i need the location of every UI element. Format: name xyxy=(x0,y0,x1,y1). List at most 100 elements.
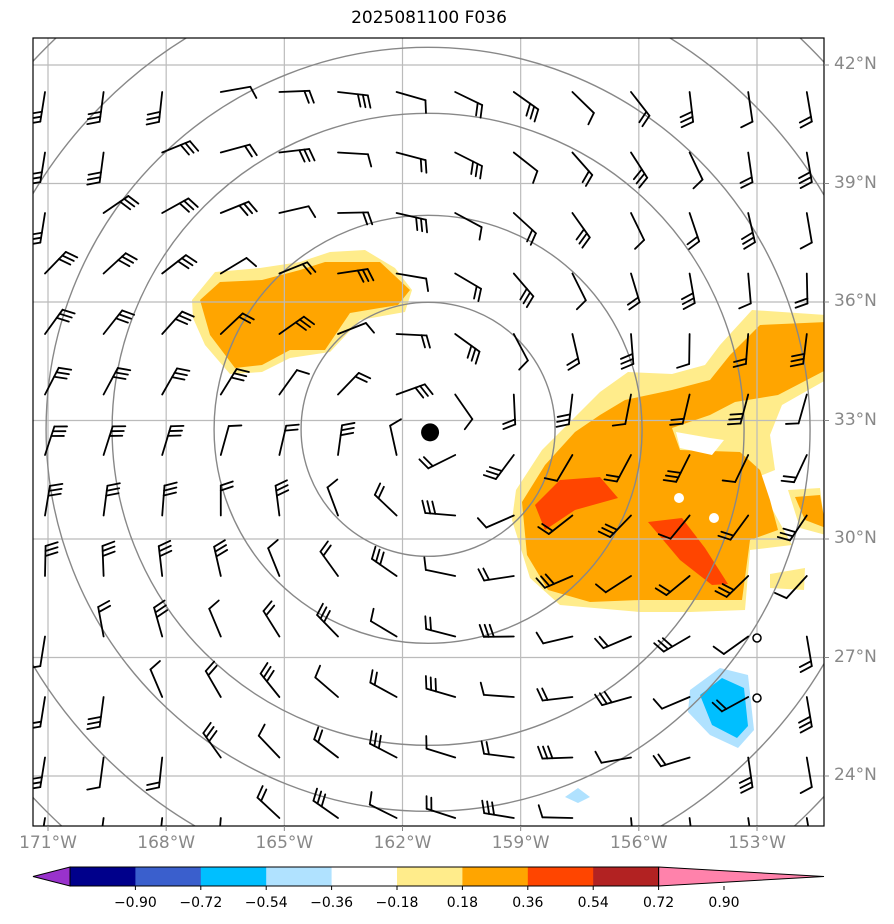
wind-barb xyxy=(620,333,635,370)
wind-barb xyxy=(425,735,457,759)
wind-barb xyxy=(219,85,258,99)
wind-barb xyxy=(219,200,258,217)
wind-barb xyxy=(747,817,751,826)
wind-barb xyxy=(537,804,574,819)
lat-label: 30°N xyxy=(834,528,877,548)
wind-barb xyxy=(314,664,339,698)
lat-label: 39°N xyxy=(834,172,877,193)
wind-barb xyxy=(454,272,482,303)
wind-barb xyxy=(86,756,105,791)
wind-barb xyxy=(33,635,46,669)
wind-barb xyxy=(714,575,750,598)
positive-anomaly-contours xyxy=(192,250,824,612)
colorbar-tick-label: −0.54 xyxy=(244,895,288,911)
lat-label: 24°N xyxy=(834,765,877,785)
wind-barb xyxy=(337,422,356,456)
colorbar-frame xyxy=(69,866,660,887)
wind-barb xyxy=(652,696,691,710)
wind-barb xyxy=(145,91,164,126)
wind-barb xyxy=(454,212,483,241)
wind-barb xyxy=(395,91,427,114)
wind-barb xyxy=(799,756,813,794)
wind-barb xyxy=(395,151,428,174)
lat-label: 27°N xyxy=(834,646,877,667)
colorbar-tick-label: 0.54 xyxy=(577,895,609,911)
wind-barb xyxy=(86,91,105,126)
wind-barb xyxy=(102,309,136,335)
wind-barb xyxy=(611,393,632,427)
wind-barb xyxy=(798,91,813,129)
wind-barb xyxy=(33,212,46,245)
wind-barb xyxy=(102,425,127,456)
wind-barb xyxy=(44,541,59,577)
wind-barb xyxy=(418,454,457,470)
wind-barb xyxy=(262,600,281,638)
lat-label: 36°N xyxy=(834,291,877,311)
wind-barb xyxy=(679,91,695,129)
colorbar-tick-label: −0.18 xyxy=(375,895,419,911)
lon-label: 156°W xyxy=(609,833,668,853)
anomaly-hole xyxy=(676,432,724,455)
wind-barb xyxy=(278,261,317,275)
wind-barb xyxy=(512,91,540,123)
wind-barb xyxy=(740,91,754,129)
lon-label: 162°W xyxy=(373,833,432,853)
wind-barb xyxy=(479,681,515,698)
wind-barb xyxy=(535,631,574,645)
wind-barb xyxy=(571,151,594,187)
wind-barb xyxy=(395,212,428,234)
wind-barb xyxy=(630,91,651,128)
wind-barb xyxy=(630,212,646,250)
wind-barb xyxy=(33,696,46,729)
colorbar-segment xyxy=(200,867,267,886)
wind-barb xyxy=(566,333,581,371)
wind-barb xyxy=(717,514,750,541)
lat-label: 42°N xyxy=(834,54,877,74)
wind-barb xyxy=(44,366,73,396)
wind-barb xyxy=(278,148,316,163)
wind-barb xyxy=(571,91,595,126)
wind-barb xyxy=(267,539,281,577)
wind-barb xyxy=(202,721,222,759)
wind-barb xyxy=(711,696,750,713)
wind-barb xyxy=(337,91,372,109)
wind-barb xyxy=(33,151,46,185)
wind-barb xyxy=(44,483,64,517)
colorbar-segment xyxy=(462,867,529,886)
gridlines xyxy=(33,38,824,826)
wind-barb xyxy=(204,660,222,698)
wind-barb xyxy=(161,481,178,517)
colorbar-segment xyxy=(397,867,463,886)
wind-barb xyxy=(738,756,754,794)
wind-barb xyxy=(785,393,808,425)
wind-barb xyxy=(219,480,234,517)
wind-barb xyxy=(44,308,76,335)
anomaly-region-red-orange xyxy=(535,477,618,530)
wind-barb xyxy=(42,817,46,826)
wind-barb xyxy=(102,482,121,517)
wind-barb xyxy=(794,272,809,309)
wind-barb xyxy=(543,454,574,482)
wind-barb xyxy=(101,540,116,577)
wind-barb xyxy=(44,425,68,456)
wind-barb xyxy=(371,545,398,577)
lon-label: 165°W xyxy=(255,833,314,853)
wind-barb xyxy=(423,556,457,577)
wind-barb xyxy=(395,272,429,292)
wind-barb xyxy=(102,252,138,275)
wind-barb xyxy=(425,795,457,819)
wind-barb xyxy=(337,151,373,168)
wind-barb xyxy=(274,479,290,517)
wind-barb xyxy=(798,151,813,189)
wind-barb xyxy=(102,195,140,214)
wind-barb xyxy=(480,740,515,759)
wind-barb xyxy=(208,599,222,638)
anomaly-region-light-blue xyxy=(565,788,590,803)
wind-barb xyxy=(652,753,691,768)
wind-barb xyxy=(482,454,515,480)
wind-barb xyxy=(512,333,529,371)
wind-barb xyxy=(219,817,222,826)
wind-barb xyxy=(477,567,515,582)
wind-barb xyxy=(316,602,339,638)
colorbar-extend-low xyxy=(32,866,71,887)
